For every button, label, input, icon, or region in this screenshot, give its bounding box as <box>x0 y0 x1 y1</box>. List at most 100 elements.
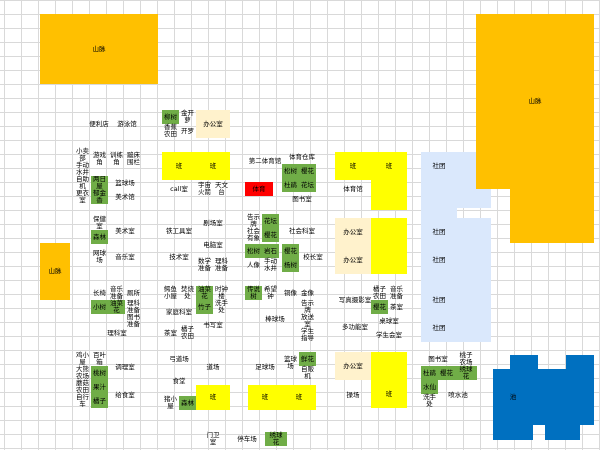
club-block <box>455 314 491 342</box>
map-cell: 理科 准备 <box>127 299 140 314</box>
map-cell: 樱花 <box>371 300 388 314</box>
map-cell: 时钟 楼 <box>215 285 228 300</box>
map-cell: 柳树 <box>162 110 179 124</box>
map-cell: 鳄鱼 小屋 <box>164 285 177 300</box>
map-cell: 杨树 <box>282 258 299 272</box>
map-cell: 长椅 <box>93 288 106 297</box>
map-cell: 金开 萝 <box>181 109 194 124</box>
map-cell: 篮球场 <box>115 178 135 187</box>
club-block <box>421 274 457 286</box>
map-cell: 办公室 <box>335 246 371 274</box>
map-cell: 游戏 角 <box>93 151 106 166</box>
map-cell: 池 <box>493 369 533 425</box>
map-cell: 手动 水井 <box>76 161 89 176</box>
map-cell: 理科室 <box>107 328 127 337</box>
map-cell: 樱花 <box>299 164 316 178</box>
class-block <box>371 218 407 246</box>
map-cell: 弓道场 <box>169 354 189 363</box>
map-cell: 班 <box>196 385 230 410</box>
map-cell: 篮球 场 <box>284 355 297 370</box>
class-block <box>371 246 407 274</box>
map-cell: 郁金 香 <box>91 189 108 204</box>
map-cell: 水仙 <box>421 380 438 394</box>
map-cell: 油菜 花 <box>108 299 125 314</box>
map-cell: 桌球室 <box>379 316 399 325</box>
pond-block <box>566 355 594 370</box>
map-cell: 办公室 <box>335 352 371 380</box>
map-cell: 松树 <box>245 244 262 258</box>
map-cell: 学生 指导 <box>301 327 314 342</box>
map-cell: 开罗 <box>181 126 194 135</box>
map-cell: 铜像 <box>284 288 297 297</box>
map-cell: 体育仓库 <box>289 152 315 161</box>
map-cell: 山脉 <box>40 243 70 300</box>
map-cell: 游泳馆 <box>117 119 137 128</box>
map-cell: 更衣 室 <box>76 189 89 204</box>
map-cell: 多功能室 <box>342 322 368 331</box>
map-cell: 手动 水井 <box>264 257 277 272</box>
map-cell: 社团 <box>421 152 457 180</box>
map-cell: 绣球 花 <box>265 432 287 446</box>
club-block <box>455 218 491 314</box>
map-cell: 技术室 <box>169 252 189 261</box>
map-cell: 图书 准备 <box>127 313 140 328</box>
map-cell: 鸡小 屋 <box>76 351 89 366</box>
pond-block <box>545 425 580 440</box>
map-cell: 校长室 <box>303 252 323 261</box>
map-cell: 足球场 <box>255 362 275 371</box>
map-cell: 鲜花 <box>299 352 316 366</box>
map-cell: 蹦床 围栏 <box>127 151 140 166</box>
map-cell: 美术室 <box>115 226 135 235</box>
map-cell: 小树 <box>91 300 108 314</box>
map-cell: 社团 <box>421 246 457 274</box>
map-cell: 自助 机 <box>76 175 89 190</box>
map-cell: 两日 屋 <box>91 175 108 190</box>
map-cell: 樱花 <box>262 228 279 242</box>
map-cell: 音乐室 <box>115 252 135 261</box>
map-cell: 花坛 <box>262 214 279 228</box>
map-cell: 金像 <box>301 288 314 297</box>
map-cell: 桃树 <box>91 366 108 380</box>
map-cell: 百叶 箱 <box>93 351 106 366</box>
map-cell: 电脑室 <box>203 240 223 249</box>
map-cell: 希望 钟 <box>264 285 277 300</box>
map-cell: 竹子 <box>196 300 213 314</box>
map-cell: 社团 <box>421 314 457 342</box>
map-cell: 网球 场 <box>93 249 106 264</box>
map-cell: 第二体育馆 <box>248 156 282 165</box>
map-cell: 樱花 <box>438 366 455 380</box>
map-cell: 橘子 <box>91 394 108 408</box>
map-cell: 音乐 准备 <box>390 285 403 300</box>
map-cell: 书写室 <box>203 320 223 329</box>
map-cell: 洗手 处 <box>423 393 436 408</box>
map-cell: 橘子 农田 <box>373 285 386 300</box>
map-cell: 数学 准备 <box>198 257 211 272</box>
map-cell: call室 <box>170 184 188 193</box>
map-cell: 美术馆 <box>115 192 135 201</box>
map-cell: 体育馆 <box>343 184 363 193</box>
map-cell: 焚烧 处 <box>181 285 194 300</box>
map-cell: 学生会室 <box>376 330 402 339</box>
map-cell: 喷水池 <box>448 390 468 399</box>
map-cell: 猪小 屋 <box>164 395 177 410</box>
map-cell: 道场 <box>206 362 220 371</box>
map-cell: 山脉 <box>40 14 158 84</box>
map-cell: 洗手 处 <box>215 299 228 314</box>
map-cell: 森林 <box>179 396 196 410</box>
map-cell: 宇宙 火箭 <box>198 181 211 196</box>
map-cell: 剧场室 <box>203 218 223 227</box>
map-cell: 食堂 <box>172 376 186 385</box>
map-cell: 花坛 <box>299 178 316 192</box>
map-cell: 给食室 <box>115 390 135 399</box>
map-cell: 图书室 <box>428 354 448 363</box>
map-cell: 油菜 花 <box>196 285 213 300</box>
map-cell: 松树 <box>282 164 299 178</box>
map-cell: 自行 车 <box>76 393 89 408</box>
map-cell: 山脉 <box>476 14 594 189</box>
map-cell: 小卖 部 <box>76 147 89 162</box>
mountain-block <box>510 189 594 243</box>
map-cell: 理科 准备 <box>215 257 228 272</box>
map-cell: 绣球 花 <box>455 366 477 380</box>
map-cell: 告示 牌 <box>301 299 314 314</box>
map-cell: 社团 <box>421 286 457 314</box>
